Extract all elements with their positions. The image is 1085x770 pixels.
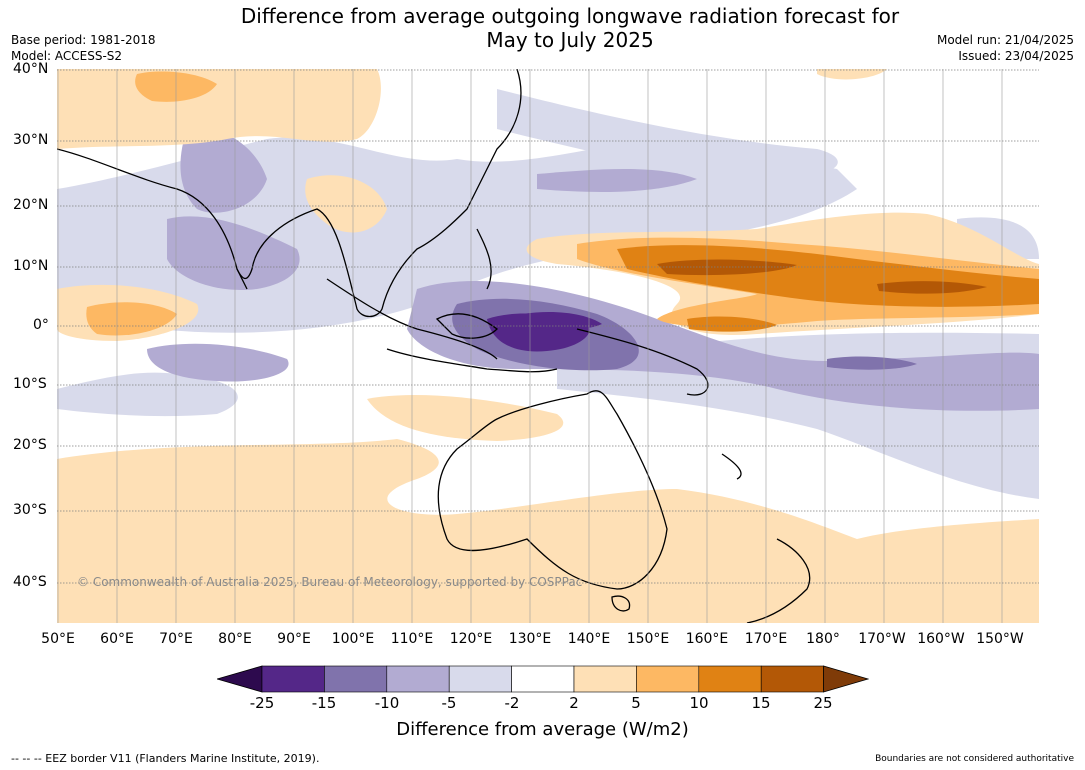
lon-label: 130°E xyxy=(508,631,552,647)
base-period: Base period: 1981-2018 xyxy=(11,33,156,47)
colorbar-tick: -10 xyxy=(374,694,400,712)
model-run: Model run: 21/04/2025 xyxy=(936,33,1074,47)
title-line-1: Difference from average outgoing longwav… xyxy=(240,4,900,28)
lat-label: 40°N xyxy=(13,61,49,77)
colorbar-tick: 25 xyxy=(813,694,833,712)
lon-label: 180° xyxy=(806,631,840,647)
lon-label: 90°E xyxy=(277,631,311,647)
lat-label: 10°S xyxy=(13,376,47,392)
colorbar-tick: 15 xyxy=(751,694,771,712)
eez-legend: -- -- -- EEZ border V11 (Flanders Marine… xyxy=(11,752,320,765)
map-title: Difference from average outgoing longwav… xyxy=(0,4,1085,52)
title-line-2: May to July 2025 xyxy=(486,28,654,52)
lon-label: 100°E xyxy=(331,631,375,647)
colorbar-bin xyxy=(511,665,575,693)
colorbar-tick: 10 xyxy=(689,694,709,712)
colorbar-bin xyxy=(324,665,388,693)
lon-label: 160°W xyxy=(917,631,965,647)
lat-label: 30°S xyxy=(13,502,47,518)
colorbar-tick: -2 xyxy=(504,694,520,712)
colorbar-tick: 5 xyxy=(631,694,641,712)
lon-label: 140°E xyxy=(567,631,611,647)
lon-label: 60°E xyxy=(100,631,134,647)
olr-anomaly-map xyxy=(57,69,1039,623)
meta-left: Base period: 1981-2018 Model: ACCESS-S2 xyxy=(11,32,156,64)
lat-label: 0° xyxy=(33,317,49,333)
meta-right: Model run: 21/04/2025 Issued: 23/04/2025 xyxy=(937,32,1074,64)
colorbar-min-extend xyxy=(217,665,263,693)
copyright-notice: © Commonwealth of Australia 2025, Bureau… xyxy=(77,575,583,589)
colorbar-max-extend xyxy=(823,665,869,693)
lon-label: 70°E xyxy=(159,631,193,647)
lat-label: 40°S xyxy=(13,574,47,590)
colorbar xyxy=(217,665,869,693)
model-name: Model: ACCESS-S2 xyxy=(11,49,123,63)
colorbar-tick: -15 xyxy=(311,694,337,712)
lat-label: 30°N xyxy=(13,132,49,148)
colorbar-tick: -25 xyxy=(249,694,275,712)
colorbar-bin xyxy=(261,665,325,693)
colorbar-tick: 2 xyxy=(569,694,579,712)
colorbar-label: Difference from average (W/m2) xyxy=(396,719,689,740)
colorbar-bin xyxy=(760,665,824,693)
negative-anomaly-extreme xyxy=(487,312,602,352)
lat-label: 20°S xyxy=(13,437,47,453)
colorbar-bin xyxy=(636,665,700,693)
lon-label: 150°E xyxy=(626,631,670,647)
lon-label: 170°W xyxy=(858,631,906,647)
lon-label: 160°E xyxy=(685,631,729,647)
lon-label: 110°E xyxy=(390,631,434,647)
lon-label: 170°E xyxy=(744,631,788,647)
meridians xyxy=(57,69,1003,623)
colorbar-tick: -5 xyxy=(441,694,457,712)
issued-date: Issued: 23/04/2025 xyxy=(958,49,1074,63)
lon-label: 50°E xyxy=(41,631,75,647)
boundary-disclaimer: Boundaries are not considered authoritat… xyxy=(875,754,1074,764)
lat-label: 10°N xyxy=(13,258,49,274)
colorbar-bin xyxy=(573,665,637,693)
colorbar-bin xyxy=(448,665,512,693)
lat-label: 20°N xyxy=(13,197,49,213)
lon-label: 150°W xyxy=(976,631,1024,647)
lon-label: 120°E xyxy=(449,631,493,647)
colorbar-bin xyxy=(698,665,762,693)
colorbar-bin xyxy=(386,665,450,693)
lon-label: 80°E xyxy=(218,631,252,647)
